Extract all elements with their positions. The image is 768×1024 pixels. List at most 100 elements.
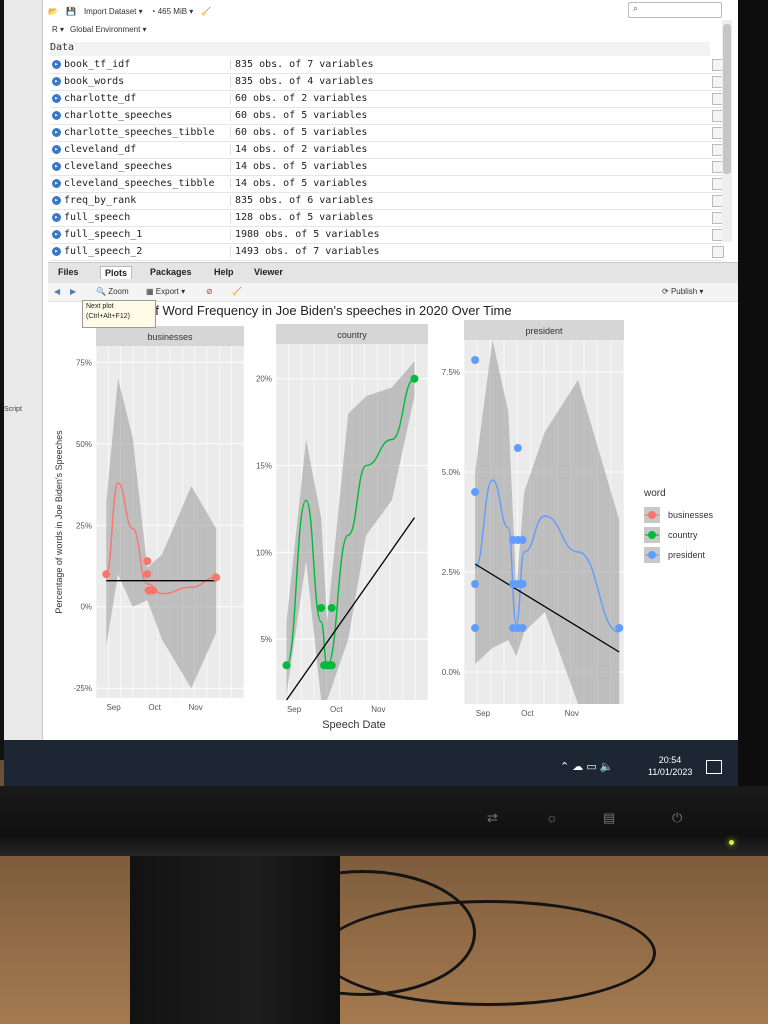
expand-icon[interactable]: ▸ [52, 94, 61, 103]
monitor-input-icon[interactable]: ⇄ [487, 810, 498, 825]
y-tick-label: 25% [76, 521, 92, 530]
y-tick-label: 50% [76, 440, 92, 449]
tab-help[interactable]: Help [214, 267, 234, 277]
environment-row[interactable]: ▸ freq_by_rank 835 obs. of 6 variables [50, 193, 724, 210]
import-dataset-button[interactable]: Import Dataset ▾ [83, 6, 143, 16]
data-point [615, 624, 624, 632]
broom-icon[interactable]: 🧹 [232, 287, 242, 296]
y-tick-label: 5% [260, 635, 272, 644]
environment-row[interactable]: ▸ charlotte_speeches 60 obs. of 5 variable… [50, 108, 724, 125]
power-led [729, 840, 734, 845]
environment-row[interactable]: ▸ full_speech 128 obs. of 5 variables [50, 210, 724, 227]
data-point [149, 586, 158, 595]
legend-title: word [643, 488, 666, 499]
expand-icon[interactable]: ▸ [52, 111, 61, 120]
expand-icon[interactable]: ▸ [52, 128, 61, 137]
environment-select[interactable]: Global Environment ▾ [70, 24, 147, 34]
scrollbar-thumb[interactable] [723, 24, 731, 174]
network-icon[interactable]: ▭ [586, 761, 597, 773]
environment-row[interactable]: ▸ charlotte_speeches_tibble 60 obs. of 5 v… [50, 125, 724, 142]
object-name: cleveland_speeches_tibble [64, 178, 215, 189]
environment-row[interactable]: ▸ full_speech_1 1980 obs. of 5 variables [50, 227, 724, 244]
tab-packages[interactable]: Packages [150, 267, 192, 277]
tab-viewer[interactable]: Viewer [254, 267, 283, 277]
data-point [317, 603, 326, 612]
taskbar-clock[interactable]: 20:54 11/01/2023 [648, 754, 692, 778]
object-name: full_speech_1 [64, 229, 143, 240]
cloud-icon[interactable]: ☁ [572, 761, 584, 773]
object-name: charlotte_speeches_tibble [64, 127, 215, 138]
monitor-power-icon[interactable]: ⏻ [672, 810, 683, 825]
monitor-bezel [0, 0, 4, 760]
clock-date: 11/01/2023 [648, 767, 693, 777]
tab-plots[interactable]: Plots [100, 266, 133, 279]
expand-icon[interactable]: ▸ [52, 77, 61, 86]
environment-row[interactable]: ▸ cleveland_speeches 14 obs. of 5 variable… [50, 159, 724, 176]
object-summary: 1493 obs. of 7 variables [230, 246, 380, 257]
back-arrow-icon[interactable]: ◀ [54, 287, 61, 296]
search-input[interactable]: ⌕ [628, 2, 722, 18]
y-tick-label: 5.0% [442, 468, 460, 477]
expand-icon[interactable]: ▸ [52, 247, 61, 256]
remove-plot-icon[interactable]: ⊘ [206, 287, 213, 296]
zoom-button[interactable]: 🔍 Zoom [96, 287, 129, 296]
data-point [518, 624, 527, 632]
legend-label: businesses [668, 510, 714, 520]
save-icon[interactable]: 💾 [65, 6, 76, 16]
open-icon[interactable]: 📂 [48, 6, 58, 16]
language-select[interactable]: R ▾ [52, 24, 65, 34]
x-tick-label: Sep [106, 703, 121, 712]
expand-icon[interactable]: ▸ [52, 60, 61, 69]
faceted-chart: of Word Frequency in Joe Biden's speeche… [54, 303, 714, 731]
data-point [327, 661, 336, 670]
expand-icon[interactable]: ▸ [52, 179, 61, 188]
view-table-icon[interactable] [712, 246, 724, 258]
tooltip-title: Next plot [86, 303, 114, 310]
forward-arrow-icon[interactable]: ▶ [70, 287, 77, 296]
tray-icons[interactable]: ⌃ ☁ ▭ 🔈 [560, 760, 614, 773]
facet-strip [276, 324, 428, 344]
export-label: Export [155, 287, 179, 296]
environment-scrollbar[interactable] [722, 20, 732, 242]
broom-icon[interactable]: 🧹 [201, 6, 212, 16]
object-name: charlotte_speeches [64, 110, 173, 121]
monitor-menu-icon[interactable]: ▤ [603, 810, 616, 825]
environment-row[interactable]: ▸ charlotte_df 60 obs. of 2 variables [50, 91, 724, 108]
environment-row[interactable]: ▸ book_tf_idf 835 obs. of 7 variables [50, 57, 724, 74]
monitor-brightness-icon[interactable]: ☼ [546, 810, 558, 825]
environment-row[interactable]: ▸ cleveland_df 14 obs. of 2 variables [50, 142, 724, 159]
volume-icon[interactable]: 🔈 [599, 761, 614, 773]
y-tick-label: 0.0% [442, 668, 460, 677]
object-name: full_speech [64, 212, 131, 223]
facet-strip [96, 326, 244, 346]
clock-time: 20:54 [658, 755, 682, 765]
environment-row[interactable]: ▸ book_words 835 obs. of 4 variables [50, 74, 724, 91]
plots-toolbar: ◀ ▶ 🔍 Zoom ▦ Export ▾ ⊘ 🧹 ⟳ Publish ▾ [48, 283, 738, 302]
script-label[interactable]: Script [4, 406, 22, 413]
y-tick-label: 20% [256, 375, 272, 384]
chevron-up-icon[interactable]: ⌃ [560, 761, 570, 773]
expand-icon[interactable]: ▸ [52, 162, 61, 171]
memory-usage[interactable]: ◔ 465 MiB ▾ [150, 6, 194, 16]
smooth-line [474, 479, 620, 633]
object-name: charlotte_df [64, 93, 137, 104]
tooltip-shortcut: (Ctrl+Alt+F12) [86, 313, 130, 320]
environment-row[interactable]: ▸ cleveland_speeches_tibble 14 obs. of 5 v… [50, 176, 724, 193]
expand-icon[interactable]: ▸ [52, 213, 61, 222]
object-summary: 128 obs. of 5 variables [230, 212, 373, 223]
data-point [471, 356, 480, 364]
publish-button[interactable]: ⟳ Publish ▾ [662, 287, 704, 296]
expand-icon[interactable]: ▸ [52, 230, 61, 239]
notification-icon[interactable] [706, 760, 722, 774]
x-tick-label: Oct [521, 709, 534, 718]
environment-row[interactable]: ▸ full_speech_2 1493 obs. of 7 variables [50, 244, 724, 261]
expand-icon[interactable]: ▸ [52, 145, 61, 154]
x-tick-label: Nov [371, 705, 385, 714]
data-point [518, 536, 527, 544]
export-button[interactable]: ▦ Export ▾ [146, 287, 186, 296]
expand-icon[interactable]: ▸ [52, 196, 61, 205]
memory-label: 465 MiB [157, 6, 188, 16]
tab-files[interactable]: Files [58, 267, 79, 277]
language-label: R [52, 24, 58, 34]
object-name: freq_by_rank [64, 195, 137, 206]
